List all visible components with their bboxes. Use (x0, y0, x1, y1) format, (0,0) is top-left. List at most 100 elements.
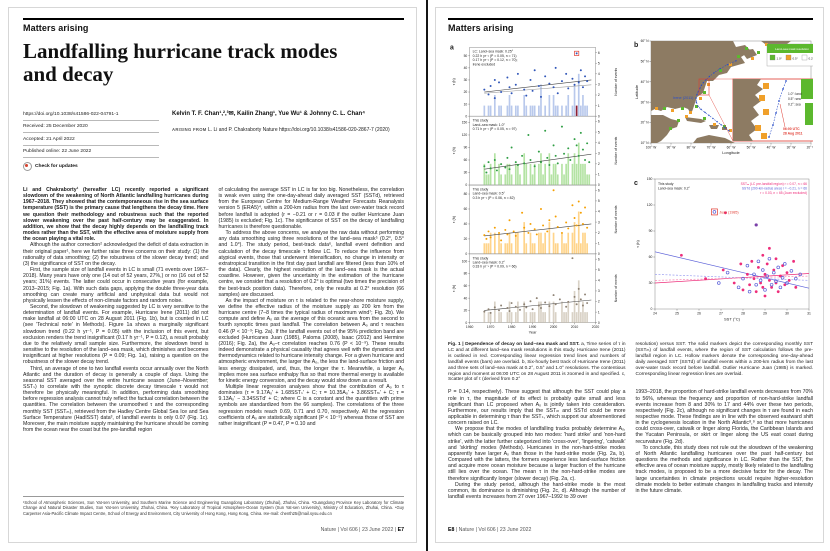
svg-text:2: 2 (598, 93, 600, 97)
svg-text:26: 26 (697, 311, 701, 315)
svg-text:20: 20 (464, 309, 468, 313)
paragraph: Third, an average of one to two landfall… (23, 365, 209, 434)
svg-text:τ (h): τ (h) (635, 240, 640, 248)
paragraph: To address the above concerns, we analys… (218, 230, 405, 298)
kicker-rule-right: Matters arising (448, 18, 813, 33)
article-title: Landfalling hurricane track modes and de… (23, 39, 338, 86)
svg-text:10: 10 (464, 102, 468, 106)
section-kicker: Matters arising (23, 23, 89, 33)
svg-text:c: c (634, 180, 638, 187)
svg-text:This study: This study (473, 119, 489, 123)
svg-text:27: 27 (719, 311, 723, 315)
svg-text:0: 0 (598, 114, 600, 118)
svg-text:120: 120 (647, 203, 653, 207)
svg-text:Number of events: Number of events (614, 136, 618, 164)
svg-text:0: 0 (598, 183, 600, 187)
paragraph: We propose that the modes of landfalling… (448, 426, 626, 482)
svg-text:0.5°: sea: 0.5°: sea (788, 97, 801, 101)
svg-text:0.2°: sea: 0.2°: sea (788, 102, 801, 106)
svg-text:Irene (2011): Irene (2011) (673, 96, 694, 100)
svg-text:3: 3 (598, 289, 600, 293)
svg-text:0.5°: 0.5° (793, 56, 799, 60)
figure-1: a 0 10 20 30 40 50 0 1 2 3 4 5 6 LC: Land–sea mask: 0.… (448, 37, 813, 337)
svg-text:2010: 2010 (571, 325, 579, 329)
paragraph: To conclude, this study does not rule ou… (635, 444, 814, 494)
check-for-updates[interactable]: Check for updates (23, 158, 159, 174)
arising-label: ARISING FROM (172, 127, 207, 132)
body-columns-right-page: P = 0.14, respectively). These suggest t… (448, 389, 813, 500)
svg-text:80: 80 (464, 192, 468, 196)
paragraph: Although the author correction² acknowle… (23, 242, 209, 267)
svg-text:SSTₘ (LC pre-landfall region): SSTₘ (LC pre-landfall region) r = 0.07, … (741, 182, 808, 186)
svg-text:90: 90 (464, 146, 468, 150)
arising-from: ARISING FROM L. Li and P. Chakraborty Na… (172, 127, 390, 133)
svg-text:30° W: 30° W (787, 145, 796, 149)
svg-text:120: 120 (462, 133, 468, 137)
svg-text:40: 40 (464, 222, 468, 226)
svg-text:150: 150 (462, 121, 468, 125)
meta-block: https://doi.org/10.1038/s41586-022-04791… (23, 108, 404, 174)
svg-text:This study: This study (473, 256, 489, 260)
svg-text:Number of events: Number of events (614, 274, 618, 302)
svg-text:24: 24 (653, 311, 657, 315)
column-1-right: P = 0.14, respectively). These suggest t… (448, 389, 626, 500)
svg-text:Number of events: Number of events (614, 205, 618, 233)
svg-text:1: 1 (598, 173, 600, 177)
doi-link[interactable]: https://doi.org/10.1038/s41586-022-04791… (23, 111, 119, 117)
svg-text:τ (h): τ (h) (452, 285, 456, 292)
svg-text:0.17 h yr⁻¹ (P = 0.12, n = 70): 0.17 h yr⁻¹ (P = 0.12, n = 70); (473, 58, 518, 62)
svg-text:1980: 1980 (508, 325, 516, 329)
caption-text-1: a, Time series of τ in LC and at differe… (448, 342, 626, 383)
figure-right-column: b Irene (2011) 1.0°: land 0.5°: sea 0.2°: se… (633, 37, 813, 337)
svg-text:31: 31 (807, 311, 811, 315)
svg-text:3: 3 (598, 220, 600, 224)
svg-text:30: 30 (464, 78, 468, 82)
svg-text:3: 3 (598, 83, 600, 87)
authors-line: Kelvin T. F. Chan¹,²,³✉, Kailin Zhang¹, … (172, 111, 366, 117)
svg-text:2020: 2020 (592, 325, 600, 329)
svg-text:40: 40 (464, 296, 468, 300)
svg-text:90: 90 (649, 229, 653, 233)
svg-text:τ (h): τ (h) (452, 78, 456, 85)
svg-text:Land–sea mask: 0.2°: Land–sea mask: 0.2° (658, 186, 691, 190)
crossmark-icon (23, 162, 32, 171)
svg-text:2000: 2000 (550, 325, 558, 329)
svg-text:50° N: 50° N (641, 60, 650, 64)
svg-text:1970: 1970 (487, 325, 495, 329)
svg-text:0: 0 (465, 321, 467, 325)
svg-text:20: 20 (464, 90, 468, 94)
svg-text:100° W: 100° W (646, 145, 657, 149)
paragraph: First, the sample size of landfall event… (23, 267, 209, 304)
svg-text:Land–sea mask: 0.5°: Land–sea mask: 0.5° (473, 192, 506, 196)
svg-text:This study: This study (658, 182, 674, 186)
paragraph: Li and Chakraborty¹ (hereafter LC) recen… (23, 187, 209, 243)
svg-text:1990: 1990 (529, 325, 537, 329)
caption-title: Fig. 1 | Dependence of decay on land–sea… (448, 342, 580, 347)
svg-text:60: 60 (464, 158, 468, 162)
meta-column: https://doi.org/10.1038/s41586-022-04791… (23, 108, 159, 174)
svg-text:6: 6 (598, 51, 600, 55)
page-divider (426, 0, 428, 551)
svg-text:1: 1 (598, 104, 600, 108)
svg-text:1: 1 (598, 310, 600, 314)
svg-text:4: 4 (598, 279, 600, 283)
svg-text:4: 4 (598, 141, 600, 145)
svg-text:60° W: 60° W (727, 145, 736, 149)
svg-text:28 Aug 2011: 28 Aug 2011 (783, 132, 803, 136)
svg-text:0.71 h yr⁻¹ (P = 0.05, n = 97): 0.71 h yr⁻¹ (P = 0.05, n = 97) (473, 127, 517, 131)
affiliations-footnote: ¹School of Atmospheric Sciences, Sun Yat… (23, 496, 404, 516)
paragraph: P = 0.14, respectively). These suggest t… (448, 389, 626, 427)
svg-text:60: 60 (464, 207, 468, 211)
svg-text:This study: This study (473, 187, 489, 191)
svg-text:29: 29 (763, 311, 767, 315)
svg-text:80: 80 (464, 272, 468, 276)
svg-text:1.0°: land: 1.0°: land (788, 92, 802, 96)
svg-text:1960: 1960 (466, 325, 474, 329)
paragraph: Second, the slowdown of weakening sugges… (23, 303, 209, 366)
svg-text:5: 5 (598, 268, 600, 272)
svg-text:20° N: 20° N (641, 121, 650, 125)
svg-text:SST (°C): SST (°C) (724, 317, 741, 322)
